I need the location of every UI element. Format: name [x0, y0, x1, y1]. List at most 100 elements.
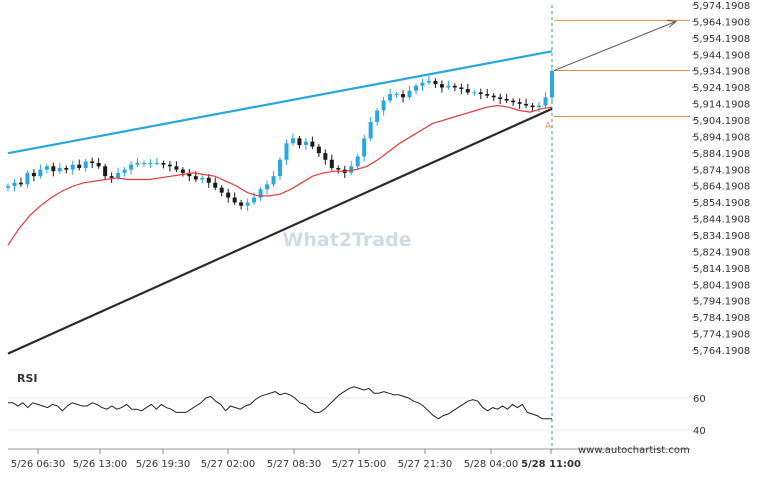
moving-average-line: [7, 104, 553, 246]
candle-body: [31, 172, 36, 177]
candle-body: [284, 143, 289, 160]
candle-body: [394, 94, 399, 96]
candle-body: [6, 186, 10, 188]
price-axis: 5,974.1908 5,964.1908 5,954.1908 5,944.1908…: [692, 1, 750, 357]
candle-body: [439, 84, 444, 88]
candle-body: [83, 161, 88, 168]
price-tick-label: 5,914.1908: [693, 100, 750, 111]
candle-body: [407, 90, 412, 98]
price-tick-label: 5,874.1908: [693, 165, 750, 176]
candlesticks: [6, 68, 554, 211]
lower-trendline: [7, 107, 553, 355]
candle-body: [452, 85, 457, 88]
price-tick-label: 5,774.1908: [693, 330, 750, 341]
candle-body: [537, 105, 542, 108]
candle-body: [226, 192, 231, 198]
candle-body: [122, 169, 127, 173]
candle-body: [478, 92, 483, 95]
price-tick-label: 5,854.1908: [693, 198, 750, 209]
candle-body: [103, 166, 108, 177]
price-tick-label: 5,974.1908: [693, 1, 750, 12]
upper-trendline: [7, 50, 553, 155]
candle-body: [200, 177, 205, 180]
candle-body: [265, 184, 270, 190]
rsi-panel: RSI 60 40: [8, 372, 706, 437]
candle-body: [355, 156, 360, 167]
candle-body: [90, 161, 95, 164]
price-tick-label: 5,924.1908: [693, 83, 750, 94]
candle-body: [433, 80, 438, 85]
watermark-text: What2Trade: [282, 229, 411, 251]
candle-body: [154, 163, 159, 165]
candle-body: [213, 182, 218, 188]
candle-body: [323, 153, 328, 160]
candle-body: [258, 189, 263, 198]
time-tick-label: 5/27 21:30: [398, 459, 452, 470]
candle-body: [524, 103, 529, 106]
time-tick-label: 5/27 08:30: [267, 459, 321, 470]
candle-body: [96, 163, 101, 167]
candle-body: [316, 146, 321, 154]
candle-body: [51, 166, 56, 172]
price-tick-label: 5,944.1908: [693, 50, 750, 61]
candle-body: [543, 97, 548, 106]
candle-body: [426, 80, 431, 83]
price-tick-label: 5,814.1908: [693, 264, 750, 275]
candle-body: [187, 172, 192, 177]
candle-body: [459, 87, 464, 90]
time-tick-label: 5/26 06:30: [11, 459, 65, 470]
rsi-label: RSI: [17, 372, 38, 385]
price-tick-label: 5,794.1908: [693, 297, 750, 308]
time-tick-label: 5/27 15:00: [332, 459, 386, 470]
candle-body: [530, 105, 535, 108]
candle-body: [297, 138, 302, 145]
candle-body: [388, 94, 393, 101]
trendlines: [7, 50, 553, 355]
candle-body: [180, 169, 185, 173]
price-tick-label: 5,764.1908: [693, 346, 750, 357]
candle-body: [368, 121, 373, 139]
candle-body: [336, 167, 341, 170]
candle-body: [167, 164, 172, 167]
candle-body: [420, 82, 425, 86]
price-tick-label: 5,784.1908: [693, 313, 750, 324]
price-tick-label: 5,804.1908: [693, 280, 750, 291]
price-tick-label: 5,884.1908: [693, 149, 750, 160]
candle-body: [310, 141, 315, 147]
price-tick-label: 5,904.1908: [693, 116, 750, 127]
candle-body: [329, 159, 334, 168]
price-tick-label: 5,934.1908: [693, 67, 750, 78]
price-tick-label: 5,864.1908: [693, 182, 750, 193]
candle-body: [109, 176, 114, 178]
rsi-tick-label: 60: [693, 394, 706, 405]
projection-arrow: [553, 20, 677, 71]
candle-body: [129, 164, 134, 170]
candle-body: [77, 164, 82, 168]
candle-body: [491, 95, 496, 98]
time-tick-label: 5/28 04:00: [464, 459, 518, 470]
time-tick-label: 5/28 11:00: [521, 459, 581, 470]
point-label: A: [545, 122, 552, 132]
candle-body: [12, 182, 17, 187]
candle-body: [232, 197, 237, 203]
candle-body: [193, 176, 198, 180]
candle-body: [161, 163, 166, 165]
candle-body: [278, 159, 282, 177]
time-tick-label: 5/27 02:00: [201, 459, 255, 470]
candle-body: [174, 166, 179, 170]
candle-body: [148, 163, 153, 165]
candle-body: [472, 92, 477, 94]
candle-body: [381, 100, 386, 111]
candle-body: [57, 167, 62, 172]
candle-body: [239, 202, 244, 206]
candle-body: [271, 176, 276, 185]
rsi-tick-label: 40: [693, 426, 706, 437]
price-tick-label: 5,834.1908: [693, 231, 750, 242]
candle-body: [303, 141, 308, 145]
candle-body: [511, 100, 516, 103]
candle-body: [485, 94, 490, 96]
projection-arrow-head: [666, 19, 678, 28]
candle-body: [414, 85, 418, 91]
candle-body: [362, 138, 367, 157]
